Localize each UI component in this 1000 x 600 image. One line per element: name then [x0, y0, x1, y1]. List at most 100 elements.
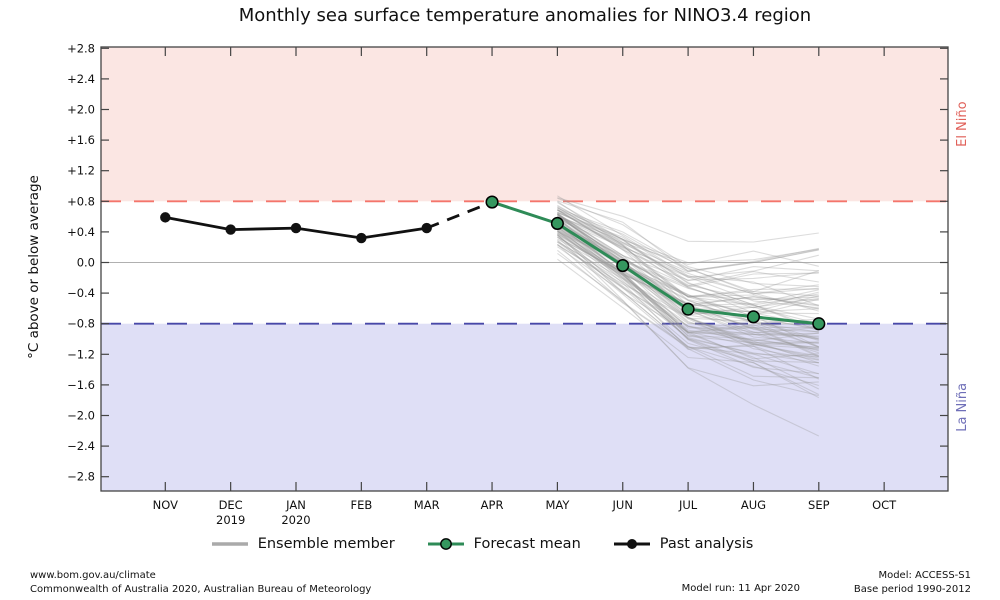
ensemble-member-line — [557, 209, 819, 298]
ensemble-member-line — [557, 243, 819, 387]
ensemble-member-line — [557, 195, 819, 295]
ensemble-member-line — [557, 244, 819, 358]
legend-label-forecast: Forecast mean — [473, 536, 581, 552]
ensemble-member-line — [557, 223, 819, 351]
ensemble-member-line — [557, 212, 819, 320]
ensemble-member-line — [557, 204, 819, 282]
footer-website: www.bom.gov.au/climate — [30, 570, 156, 581]
y-tick-label: −2.4 — [67, 439, 95, 453]
past-analysis-point — [421, 222, 432, 234]
forecast-mean-point — [485, 195, 499, 209]
y-tick-label: +1.6 — [67, 133, 95, 147]
y-tick-label: −1.6 — [67, 378, 95, 392]
legend-item-ensemble: Ensemble member — [211, 536, 395, 552]
footer-base-period: Base period 1990-2012 — [853, 584, 971, 595]
ensemble-member-line — [557, 209, 819, 300]
ensemble-member-line — [557, 225, 819, 364]
ensemble-member-line — [557, 240, 819, 342]
ensemble-member-line — [557, 224, 819, 287]
forecast-mean-point — [812, 317, 826, 331]
ensemble-member-line — [557, 226, 819, 350]
ensemble-member-line — [557, 206, 820, 348]
ensemble-member-line — [557, 226, 819, 349]
x-tick-label: DEC — [219, 498, 243, 512]
y-tick-label: 0.0 — [77, 256, 95, 270]
y-axis-label: °C above or below average — [26, 175, 42, 359]
forecast-mean-point — [746, 310, 761, 324]
ensemble-member-line — [557, 258, 820, 399]
ensemble-member-line — [557, 236, 820, 390]
legend-item-past: Past analysis — [613, 536, 754, 552]
ensemble-member-line — [557, 239, 819, 357]
x-tick-label: MAY — [545, 498, 570, 512]
ensemble-member-line — [557, 241, 819, 364]
ensemble-member-line — [557, 236, 820, 380]
y-tick-label: +0.8 — [67, 194, 95, 208]
ensemble-member-line — [557, 207, 819, 312]
ensemble-member-line — [557, 234, 819, 379]
ensemble-member-line — [557, 217, 819, 310]
ensemble-member-line — [557, 246, 819, 375]
ensemble-member-line — [557, 232, 819, 344]
forecast-mean-point — [550, 216, 564, 231]
el-nino-label: El Niño — [955, 101, 970, 147]
past-analysis-point — [356, 232, 367, 244]
y-tick-label: −2.8 — [67, 470, 95, 484]
legend-label-past: Past analysis — [659, 536, 754, 552]
el-nino-band — [101, 47, 948, 202]
past-analysis-point — [160, 212, 171, 223]
ensemble-member-line — [557, 209, 819, 309]
ensemble-member-line — [557, 211, 819, 279]
ensemble-member-line — [557, 238, 819, 360]
x-tick-label: APR — [481, 498, 504, 512]
plot-frame — [100, 46, 949, 492]
ensemble-members — [557, 195, 820, 437]
x-tick-label: JUN — [612, 498, 633, 512]
ensemble-member-line — [557, 214, 819, 281]
y-tick-label: +2.0 — [67, 103, 95, 117]
ensemble-member-line — [557, 213, 819, 327]
y-tick-label: +1.2 — [67, 164, 95, 178]
la-nina-band — [101, 323, 948, 491]
x-tick-label: FEB — [350, 498, 372, 512]
ensemble-line-swatch-icon — [211, 542, 248, 546]
ensemble-member-line — [557, 218, 819, 295]
ensemble-member-line — [557, 202, 819, 264]
ensemble-member-line — [557, 233, 819, 379]
x-tick-label: SEP — [808, 498, 830, 512]
ensemble-member-line — [557, 211, 819, 267]
ensemble-member-line — [557, 230, 819, 340]
chart-title: Monthly sea surface temperature anomalie… — [238, 5, 812, 26]
ensemble-member-line — [557, 230, 819, 397]
x-tick-label: JAN — [285, 498, 306, 512]
footer-left: www.bom.gov.au/climate Commonwealth of A… — [30, 569, 371, 597]
ensemble-member-line — [557, 233, 819, 345]
y-tick-label: −0.8 — [67, 317, 95, 331]
x-tick-year-label: 2020 — [281, 513, 310, 527]
ensemble-member-line — [557, 228, 819, 375]
ensemble-member-line — [557, 249, 819, 367]
y-tick-label: +0.4 — [67, 225, 95, 239]
x-tick-label: AUG — [741, 498, 766, 512]
ensemble-member-line — [557, 216, 819, 307]
ensemble-member-line — [557, 214, 819, 325]
legend-item-forecast: Forecast mean — [427, 536, 581, 552]
ensemble-member-line — [557, 200, 819, 272]
ensemble-member-line — [557, 213, 819, 348]
ensemble-member-line — [557, 227, 819, 301]
ensemble-member-line — [557, 222, 819, 359]
ensemble-member-line — [557, 234, 819, 334]
footer-model: Model: ACCESS-S1 — [878, 570, 971, 581]
y-tick-label: +2.8 — [67, 41, 95, 55]
past-analysis-swatch-icon — [613, 539, 650, 549]
past-analysis-dashed-segment — [426, 200, 493, 230]
x-tick-label: JUL — [678, 498, 698, 512]
ensemble-member-line — [557, 252, 820, 437]
past-analysis-point — [225, 224, 236, 235]
footer-model-run: Model run: 11 Apr 2020 — [681, 583, 800, 594]
forecast-mean-point — [681, 302, 695, 316]
legend-label-ensemble: Ensemble member — [257, 536, 395, 552]
ensemble-member-line — [557, 229, 819, 337]
